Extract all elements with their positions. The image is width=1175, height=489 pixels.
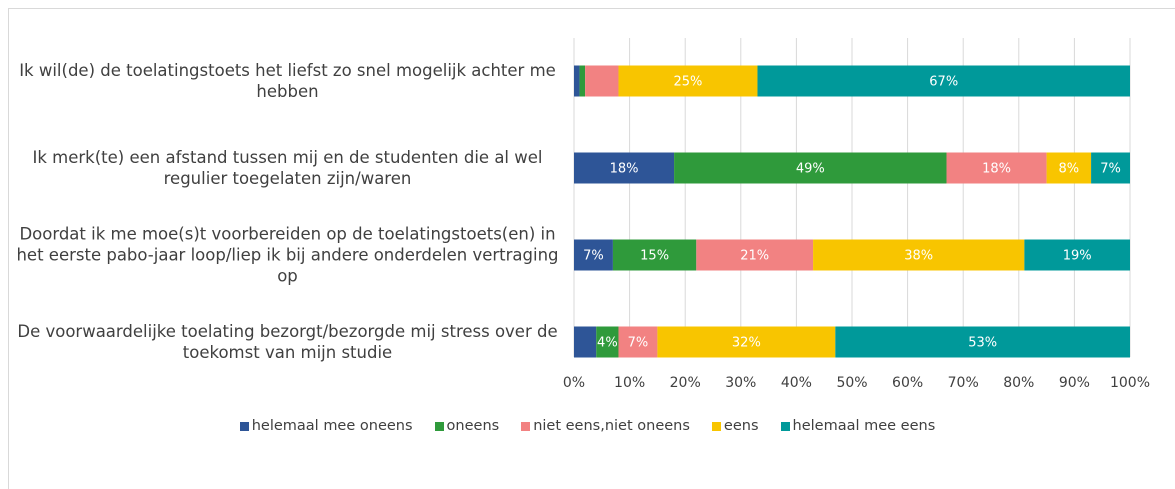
x-tick-label: 50%: [836, 375, 867, 391]
category-label: Doordat ik me moe(s)t voorbereiden op de…: [16, 224, 559, 286]
bar-segment: [674, 152, 947, 184]
bar-segment: [757, 65, 1130, 97]
legend-label: niet eens,niet oneens: [533, 418, 690, 434]
data-label: 18%: [982, 162, 1011, 177]
bar-segment: [1091, 152, 1130, 184]
bar-segment: [596, 326, 619, 358]
bar-segment: [696, 239, 814, 271]
x-tick-label: 20%: [670, 375, 701, 391]
category-label: Ik merk(te) een afstand tussen mij en de…: [32, 148, 543, 188]
legend-label: helemaal mee eens: [792, 418, 936, 434]
legend-swatch: [434, 421, 444, 431]
data-label: 15%: [640, 249, 669, 264]
bar-segment: [574, 326, 597, 358]
x-tick-label: 70%: [948, 375, 979, 391]
bar-segment: [579, 65, 586, 97]
data-label: 4%: [597, 336, 618, 351]
data-label: 49%: [796, 162, 825, 177]
data-label: 7%: [628, 336, 649, 351]
bar-segment: [1046, 152, 1092, 184]
legend-swatch: [780, 421, 790, 431]
bar-segment: [585, 65, 619, 97]
legend-swatch: [239, 421, 249, 431]
bar-segment: [1024, 239, 1130, 271]
bar-segment: [574, 152, 675, 184]
data-label: 7%: [1100, 162, 1121, 177]
bar-segment: [657, 326, 836, 358]
bar-segment: [574, 65, 580, 97]
legend-item: eens: [711, 418, 759, 434]
x-tick-label: 90%: [1059, 375, 1090, 391]
x-tick-label: 80%: [1003, 375, 1034, 391]
category-label: Ik wil(de) de toelatingstoets het liefst…: [19, 61, 556, 101]
data-label: 21%: [740, 249, 769, 264]
legend-item: oneens: [434, 418, 500, 434]
legend-label: helemaal mee oneens: [251, 418, 413, 434]
bar-segment: [618, 326, 658, 358]
data-label: 53%: [968, 336, 997, 351]
legend-label: oneens: [446, 418, 500, 434]
data-label: 19%: [1063, 249, 1092, 264]
legend-swatch: [711, 421, 721, 431]
x-tick-label: 0%: [563, 375, 585, 391]
data-label: 67%: [929, 75, 958, 90]
bar-segment: [618, 65, 758, 97]
data-label: 25%: [674, 75, 703, 90]
bar-segment: [813, 239, 1025, 271]
bar-segment: [574, 239, 613, 271]
x-tick-label: 100%: [1110, 375, 1150, 391]
legend-label: eens: [723, 418, 759, 434]
bar-segment: [835, 326, 1130, 358]
bar-segment: [612, 239, 697, 271]
x-tick-label: 60%: [892, 375, 923, 391]
legend: helemaal mee oneens oneens niet eens,niet …: [0, 418, 1175, 434]
legend-item: helemaal mee oneens: [239, 418, 413, 434]
bar-segment: [946, 152, 1047, 184]
data-label: 8%: [1059, 162, 1080, 177]
data-label: 38%: [904, 249, 933, 264]
category-label: De voorwaardelijke toelating bezorgt/bez…: [17, 322, 558, 362]
legend-item: helemaal mee eens: [780, 418, 936, 434]
x-tick-label: 40%: [781, 375, 812, 391]
legend-swatch: [521, 421, 531, 431]
x-tick-label: 10%: [614, 375, 645, 391]
data-label: 18%: [610, 162, 639, 177]
chart-frame: [8, 8, 1175, 489]
data-label: 32%: [732, 336, 761, 351]
data-label: 7%: [583, 249, 604, 264]
legend-item: niet eens,niet oneens: [521, 418, 690, 434]
x-tick-label: 30%: [725, 375, 756, 391]
